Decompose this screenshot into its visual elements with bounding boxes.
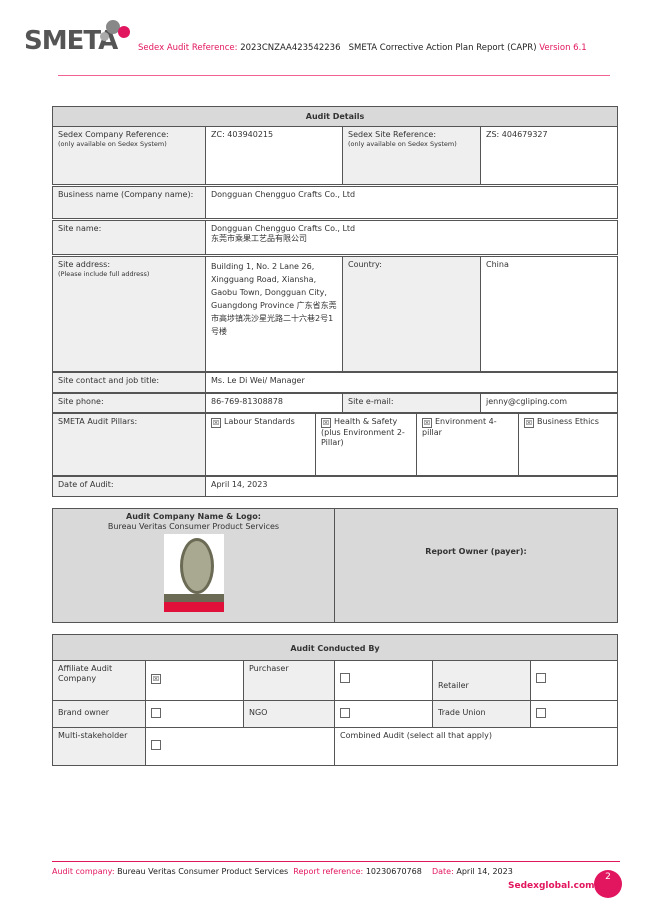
option-brand-owner-checkbox[interactable] xyxy=(145,700,244,728)
option-retailer-label: Retailer xyxy=(432,660,531,701)
footer-info: Audit company: Bureau Veritas Consumer P… xyxy=(52,867,513,876)
site-name-label: Site name: xyxy=(52,220,206,255)
smeta-logo-text: SMETA xyxy=(24,26,118,56)
report-title: SMETA Corrective Action Plan Report (CAP… xyxy=(348,43,537,53)
site-ref-label-text: Sedex Site Reference: xyxy=(348,130,437,139)
option-brand-owner-label: Brand owner xyxy=(52,700,146,728)
site-address-label: Site address: (Please include full addre… xyxy=(52,256,206,372)
logo-band-gray xyxy=(163,594,224,602)
company-ref-value: ZC: 403940215 xyxy=(205,126,343,185)
option-multi-stakeholder-label: Multi-stakeholder xyxy=(52,727,146,766)
audit-ref-label: Sedex Audit Reference: xyxy=(138,43,238,53)
email-value: jenny@cgliping.com xyxy=(480,393,618,413)
combined-audit-label: Combined Audit (select all that apply) xyxy=(334,727,618,766)
audit-company-title: Audit Company Name & Logo: xyxy=(126,512,261,521)
phone-value: 86-769-81308878 xyxy=(205,393,343,413)
checkbox-checked-icon[interactable]: ☒ xyxy=(321,418,331,428)
checkbox-icon[interactable] xyxy=(536,708,546,718)
checkbox-icon[interactable] xyxy=(340,673,350,683)
checkbox-checked-icon[interactable]: ☒ xyxy=(151,674,161,684)
business-name-label: Business name (Company name): xyxy=(52,186,206,219)
option-affiliate-checkbox[interactable]: ☒ xyxy=(145,660,244,701)
checkbox-checked-icon[interactable]: ☒ xyxy=(524,418,534,428)
option-affiliate-label: Affiliate Audit Company xyxy=(52,660,146,701)
footer-date-label: Date: xyxy=(431,867,454,876)
option-trade-union-checkbox[interactable] xyxy=(530,700,618,728)
email-label: Site e-mail: xyxy=(342,393,481,413)
footer-company-label: Audit company: xyxy=(52,867,115,876)
site-name-cn: 东莞市乘果工艺品有限公司 xyxy=(211,234,307,243)
checkbox-icon[interactable] xyxy=(536,673,546,683)
business-name-value: Dongguan Chengguo Crafts Co., Ltd xyxy=(205,186,618,219)
site-ref-value: ZS: 404679327 xyxy=(480,126,618,185)
checkbox-checked-icon[interactable]: ☒ xyxy=(422,418,432,428)
audit-ref-value: 2023CNZAA423542236 xyxy=(240,43,341,53)
site-name-en: Dongguan Chengguo Crafts Co., Ltd xyxy=(211,224,356,233)
pillar-business-ethics[interactable]: ☒ Business Ethics xyxy=(518,413,618,476)
bureau-veritas-logo xyxy=(163,534,224,612)
logo-dot-light xyxy=(100,32,109,41)
contact-label: Site contact and job title: xyxy=(52,372,206,393)
site-ref-label: Sedex Site Reference: (only available on… xyxy=(342,126,481,185)
logo-dot-gray xyxy=(106,20,120,34)
pillar-health-safety[interactable]: ☒ Health & Safety (plus Environment 2-Pil… xyxy=(315,413,417,476)
logo-band-red xyxy=(163,602,224,612)
option-trade-union-label: Trade Union xyxy=(432,700,531,728)
smeta-logo: SMETA xyxy=(24,16,134,56)
option-multi-stakeholder-checkbox[interactable] xyxy=(145,727,335,766)
contact-value: Ms. Le Di Wei/ Manager xyxy=(205,372,618,393)
site-address-note: (Please include full address) xyxy=(58,270,150,278)
header-line-text: Sedex Audit Reference: 2023CNZAA42354223… xyxy=(138,43,587,53)
page-number: 2 xyxy=(605,872,611,882)
pillar-label: Health & Safety (plus Environment 2-Pill… xyxy=(321,417,405,447)
pillar-environment[interactable]: ☒ Environment 4-pillar xyxy=(416,413,519,476)
checkbox-checked-icon[interactable]: ☒ xyxy=(211,418,221,428)
site-address-cn: 广东省东莞市高埗镇冼沙星光路二十六巷2号1号楼 xyxy=(211,301,337,336)
country-value: China xyxy=(480,256,618,372)
footer-website-link[interactable]: Sedexglobal.com xyxy=(508,881,595,891)
company-ref-label-text: Sedex Company Reference: xyxy=(58,130,169,139)
site-address-en: Building 1, No. 2 Lane 26, Xingguang Roa… xyxy=(211,262,327,310)
company-ref-note: (only available on Sedex System) xyxy=(58,140,167,148)
audit-company-box: Audit Company Name & Logo: Bureau Verita… xyxy=(52,508,335,623)
pillars-label: SMETA Audit Pillars: xyxy=(52,413,206,476)
pillar-label: Labour Standards xyxy=(224,417,295,426)
audit-company-name: Bureau Veritas Consumer Product Services xyxy=(107,522,280,531)
option-retailer-checkbox[interactable] xyxy=(530,660,618,701)
footer-company-value: Bureau Veritas Consumer Product Services xyxy=(117,867,289,876)
footer-divider xyxy=(52,861,620,862)
company-ref-label: Sedex Company Reference: (only available… xyxy=(52,126,206,185)
version: Version 6.1 xyxy=(539,43,587,53)
date-value: April 14, 2023 xyxy=(205,476,618,497)
site-ref-note: (only available on Sedex System) xyxy=(348,140,457,148)
logo-dot-pink xyxy=(118,26,130,38)
logo-seal-icon xyxy=(179,538,214,594)
header-divider xyxy=(58,75,610,76)
checkbox-icon[interactable] xyxy=(151,740,161,750)
checkbox-icon[interactable] xyxy=(340,708,350,718)
option-ngo-checkbox[interactable] xyxy=(334,700,433,728)
option-purchaser-checkbox[interactable] xyxy=(334,660,433,701)
report-owner-box: Report Owner (payer): xyxy=(334,508,618,623)
pillar-label: Business Ethics xyxy=(537,417,599,426)
option-purchaser-label: Purchaser xyxy=(243,660,335,701)
pillar-label: Environment 4-pillar xyxy=(422,417,497,437)
footer-report-ref-value: 10230670768 xyxy=(365,867,422,876)
report-owner-label: Report Owner (payer): xyxy=(425,547,527,556)
checkbox-icon[interactable] xyxy=(151,708,161,718)
audit-details-title: Audit Details xyxy=(52,106,618,127)
phone-label: Site phone: xyxy=(52,393,206,413)
footer-report-ref-label: Report reference: xyxy=(293,867,364,876)
country-label: Country: xyxy=(342,256,481,372)
site-address-value: Building 1, No. 2 Lane 26, Xingguang Roa… xyxy=(205,256,343,372)
option-ngo-label: NGO xyxy=(243,700,335,728)
footer-date-value: April 14, 2023 xyxy=(456,867,513,876)
pillar-labour[interactable]: ☒ Labour Standards xyxy=(205,413,316,476)
site-address-label-text: Site address: xyxy=(58,260,111,269)
conducted-by-title: Audit Conducted By xyxy=(52,634,618,661)
site-name-value: Dongguan Chengguo Crafts Co., Ltd 东莞市乘果工… xyxy=(205,220,618,255)
date-label: Date of Audit: xyxy=(52,476,206,497)
page-number-badge: 2 xyxy=(594,870,622,898)
